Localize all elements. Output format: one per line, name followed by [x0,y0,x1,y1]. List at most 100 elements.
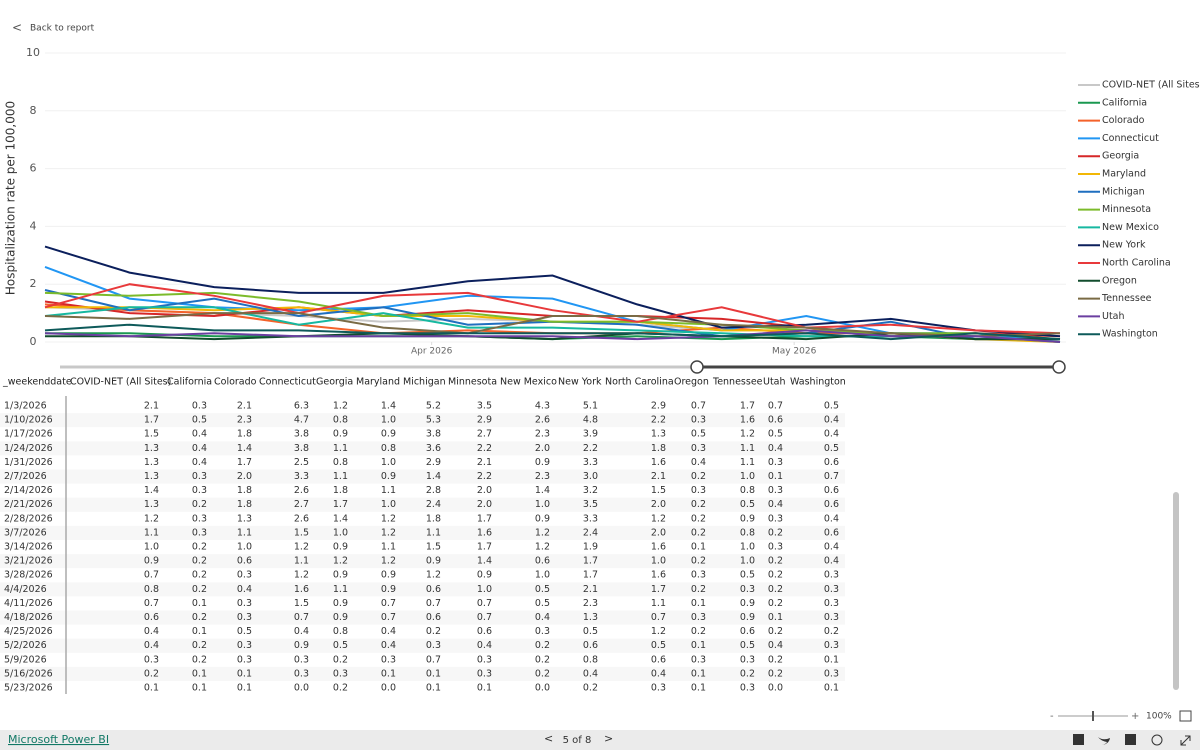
table-cell: 0.4 [824,415,839,426]
legend-label: Maryland [1102,169,1146,180]
table-cell: 2.2 [651,415,666,426]
table-cell: 0.3 [691,654,706,665]
row-band [0,610,845,625]
legend-label: New Mexico [1102,222,1159,233]
table-cell: 0.3 [192,513,207,524]
table-cell: 2.2 [477,471,492,482]
table-cell: 1.7 [333,499,348,510]
table-cell: 1.4 [381,401,396,412]
x-tick-label: May 2026 [772,347,817,357]
column-header: Georgia [316,377,353,388]
table-cell: 0.2 [535,668,550,679]
table-cell: 0.3 [237,598,252,609]
table-cell: 0.1 [768,612,783,623]
table-cell: 0.3 [144,654,159,665]
table-cell: 0.8 [144,584,159,595]
table-cell: 0.2 [691,556,706,567]
table-cell: 1.7 [583,570,598,581]
table-cell: 0.5 [740,499,755,510]
table-cell: 0.6 [426,584,441,595]
table-cell: 0.2 [144,668,159,679]
legend-label: Utah [1102,311,1125,322]
table-cell: 3.5 [583,499,598,510]
table-cell: 0.9 [381,429,396,440]
date-cell: 1/31/2026 [4,457,53,468]
scrollbar[interactable] [1173,492,1179,690]
table-cell: 2.6 [535,415,550,426]
table-cell: 2.3 [535,471,550,482]
table-cell: 0.3 [768,485,783,496]
table-cell: 0.3 [740,584,755,595]
table-cell: 1.0 [740,471,755,482]
table-cell: 0.3 [477,668,492,679]
back-arrow[interactable]: < [12,21,22,35]
table-cell: 0.2 [768,668,783,679]
table-cell: 0.4 [381,640,396,651]
table-cell: 1.2 [535,542,550,553]
table-cell: 0.7 [426,654,441,665]
series-line [44,265,1061,343]
table-cell: 0.1 [691,668,706,679]
table-cell: 1.3 [583,612,598,623]
table-cell: 0.7 [144,598,159,609]
date-cell: 2/14/2026 [4,485,53,496]
table-cell: 1.5 [294,527,309,538]
prev-page[interactable]: < [544,732,553,745]
table-cell: 1.5 [144,429,159,440]
table-cell: 0.2 [768,654,783,665]
zoom-out[interactable]: - [1050,711,1054,722]
table-cell: 2.9 [477,415,492,426]
back-link[interactable]: Back to report [30,24,95,34]
table-cell: 0.7 [426,598,441,609]
fullscreen[interactable] [1180,735,1191,746]
table-cell: 0.6 [583,640,598,651]
table-cell: 0.7 [477,612,492,623]
column-header: Connecticut [259,377,316,388]
slider-handle[interactable] [1052,360,1066,374]
table-cell: 0.9 [477,570,492,581]
share-twitter[interactable] [1098,737,1110,745]
table-cell: 1.2 [381,556,396,567]
table-cell: 0.4 [477,640,492,651]
slider-handle[interactable] [690,360,704,374]
row-band [0,413,845,428]
legend-label: Georgia [1102,151,1139,162]
table-cell: 0.2 [192,570,207,581]
table-cell: 0.4 [192,457,207,468]
table-cell: 0.9 [740,612,755,623]
zoom-thumb[interactable] [1092,711,1094,721]
table-cell: 0.2 [426,626,441,637]
share-linkedin[interactable] [1125,734,1136,745]
share-facebook[interactable] [1073,734,1084,745]
table-cell: 3.8 [294,429,309,440]
next-page[interactable]: > [604,732,613,745]
table-cell: 0.4 [192,443,207,454]
table-cell: 2.1 [583,584,598,595]
table-cell: 1.6 [477,527,492,538]
date-cell: 5/9/2026 [4,654,47,665]
fit-button[interactable] [1179,710,1192,722]
table-cell: 0.2 [691,471,706,482]
table-cell: 2.3 [237,415,252,426]
table-cell: 2.6 [294,485,309,496]
table-cell: 0.8 [333,457,348,468]
table-cell: 0.7 [651,612,666,623]
table-cell: 0.6 [144,612,159,623]
table-cell: 1.3 [144,471,159,482]
table-cell: 0.2 [768,527,783,538]
zoom-in[interactable]: + [1131,711,1139,722]
share-link[interactable] [1151,734,1163,746]
row-band [0,638,845,653]
table-cell: 0.1 [426,683,441,694]
table-cell: 0.2 [192,612,207,623]
table-cell: 1.7 [477,542,492,553]
brand-link[interactable]: Microsoft Power BI [8,733,109,746]
table-cell: 0.1 [691,683,706,694]
table-cell: 0.4 [768,640,783,651]
table-cell: 1.6 [651,570,666,581]
table-cell: 3.3 [583,457,598,468]
table-cell: 0.4 [691,457,706,468]
table-cell: 0.2 [333,654,348,665]
date-cell: 1/10/2026 [4,415,53,426]
table-cell: 0.1 [192,683,207,694]
